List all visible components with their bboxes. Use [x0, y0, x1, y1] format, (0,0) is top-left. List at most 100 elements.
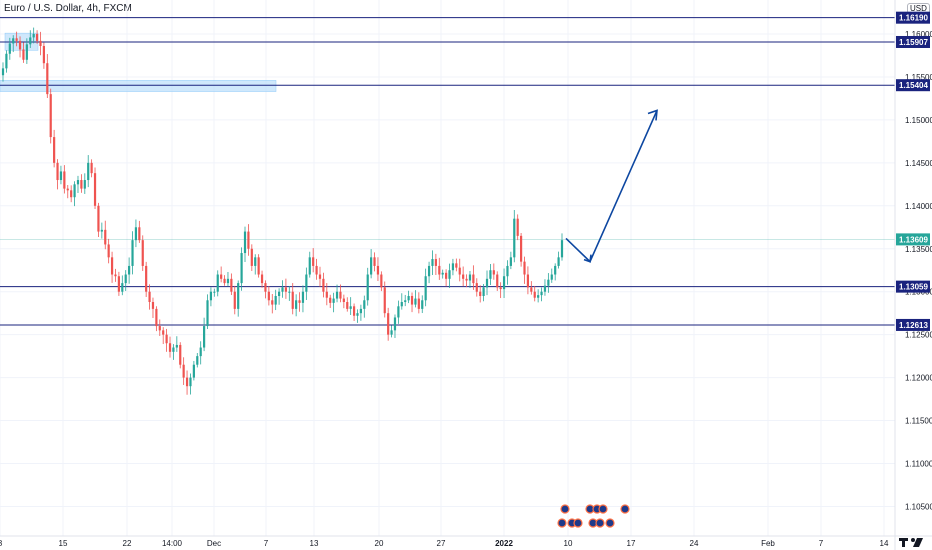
candle-body: [496, 274, 499, 288]
candle-body: [318, 274, 322, 279]
candle-body: [516, 218, 519, 236]
candle-body: [431, 259, 434, 266]
level-price-label: 1.12613: [899, 321, 928, 330]
candle-body: [46, 63, 49, 95]
candle-body: [257, 257, 260, 275]
candle-body: [342, 298, 345, 303]
level-price-label-bg: [896, 280, 930, 293]
candle-body: [148, 291, 151, 303]
candle-body: [288, 291, 291, 293]
candle-body: [206, 300, 209, 327]
candle-body: [410, 295, 414, 305]
candle-body: [547, 279, 550, 286]
date-tick-label: 17: [627, 539, 636, 548]
current-price-label-bg: [896, 233, 930, 246]
level-price-label-bg: [896, 11, 930, 24]
candle-body: [407, 295, 410, 301]
candle-body: [427, 265, 431, 277]
candle-body: [373, 257, 376, 266]
candle-body: [233, 291, 236, 309]
candle-body: [59, 171, 63, 181]
candle-body: [117, 276, 120, 292]
candle-body: [393, 317, 397, 331]
candle-body: [543, 285, 547, 292]
candle-body: [468, 274, 472, 281]
price-tick-label: 1.11000: [905, 460, 932, 469]
candle-body: [441, 272, 444, 275]
tradingview-logo: [899, 538, 923, 547]
candle-body: [5, 53, 8, 69]
level-price-label-bg: [896, 318, 930, 331]
candle-body: [121, 283, 124, 292]
candle-body: [165, 334, 168, 344]
candle-body: [189, 377, 192, 387]
candle-body: [70, 190, 73, 198]
candle-body: [530, 287, 533, 292]
candle-body: [100, 229, 103, 232]
economic-event-icon: [560, 504, 570, 514]
pullback-arrow-head: [583, 254, 592, 263]
level-price-label-bg: [896, 35, 930, 48]
candle-body: [513, 218, 516, 258]
candle-body: [53, 137, 56, 163]
candle-body: [97, 205, 100, 232]
candle-body: [370, 257, 373, 275]
candle-body: [63, 171, 66, 189]
candle-body: [49, 94, 52, 138]
candle-body: [434, 259, 437, 266]
candle-body: [291, 291, 294, 309]
candle-body: [298, 300, 301, 303]
candle-body: [226, 278, 230, 284]
candle-body: [151, 302, 155, 309]
date-tick-label: 22: [123, 539, 132, 548]
candle-body: [18, 40, 22, 50]
candle-body: [506, 265, 509, 277]
candle-body: [155, 308, 158, 327]
candle-body: [346, 302, 349, 309]
candle-body: [325, 291, 328, 298]
candle-body: [192, 364, 195, 378]
candle-body: [185, 377, 189, 387]
date-tick-label: 13: [310, 539, 319, 548]
price-tick-label: 1.12500: [905, 331, 932, 340]
candle-body: [107, 244, 110, 258]
candle-body: [243, 231, 247, 254]
candle-body: [213, 291, 216, 293]
date-tick-label: Feb: [761, 539, 775, 548]
candle-body: [448, 270, 451, 279]
candle-body: [32, 34, 35, 38]
candle-body: [277, 291, 281, 296]
date-tick-label: 14:00: [162, 539, 183, 548]
candle-body: [557, 257, 560, 266]
candle-body: [281, 287, 284, 292]
candle-body: [526, 274, 530, 288]
candle-body: [455, 263, 458, 268]
economic-event-icon: [620, 504, 630, 514]
candle-body: [230, 278, 233, 292]
candle-body: [90, 162, 93, 174]
date-axis: 8 15 22 14:00 Dec 7 13 20 27 2022 10 17 24 Feb 7 14: [0, 539, 889, 548]
candle-body: [274, 295, 277, 305]
date-tick-label: 14: [880, 539, 889, 548]
candle-body: [537, 295, 540, 298]
candle-body: [216, 274, 219, 292]
economic-event-icon: [595, 518, 605, 528]
level-price-label: 1.15907: [899, 38, 928, 47]
candle-body: [533, 291, 536, 298]
level-layer: [0, 17, 895, 326]
candle-body: [540, 291, 543, 296]
date-tick-label: 8: [0, 539, 3, 548]
projection-arrow: [565, 109, 658, 264]
candle-body: [550, 274, 553, 280]
level-price-label: 1.13059: [899, 283, 928, 292]
candle-body: [472, 274, 475, 284]
candle-body: [390, 330, 393, 335]
candle-body: [400, 302, 403, 307]
candle-body: [554, 265, 557, 275]
price-tick-label: 1.11500: [905, 417, 932, 426]
candle-body: [250, 248, 253, 266]
candle-body: [489, 270, 492, 279]
candle-body: [312, 257, 315, 266]
candle-body: [138, 227, 141, 241]
